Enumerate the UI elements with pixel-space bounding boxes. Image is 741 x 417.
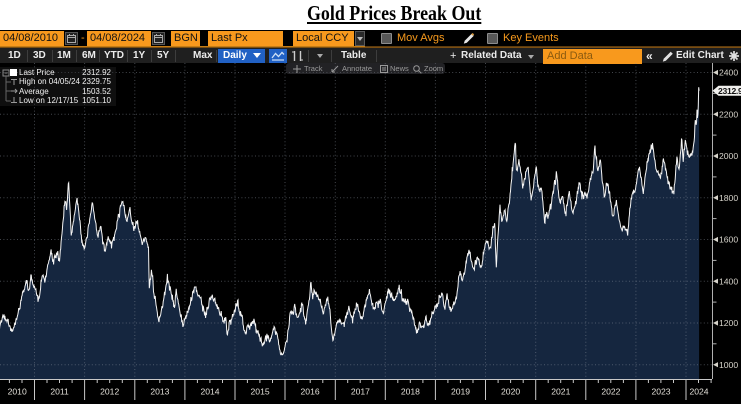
svg-text:1600: 1600 <box>719 235 738 245</box>
svg-text:2011: 2011 <box>50 387 69 397</box>
svg-text:2021: 2021 <box>551 387 570 397</box>
svg-text:2010: 2010 <box>8 387 27 397</box>
svg-text:1400: 1400 <box>719 276 738 286</box>
svg-text:2400: 2400 <box>719 68 738 78</box>
svg-text:2022: 2022 <box>601 387 620 397</box>
svg-text:2200: 2200 <box>719 109 738 119</box>
svg-text:2024: 2024 <box>689 387 708 397</box>
svg-text:2012: 2012 <box>100 387 119 397</box>
svg-text:1800: 1800 <box>719 193 738 203</box>
svg-text:2013: 2013 <box>150 387 169 397</box>
svg-text:2017: 2017 <box>351 387 370 397</box>
svg-text:2023: 2023 <box>651 387 670 397</box>
svg-text:2020: 2020 <box>501 387 520 397</box>
svg-text:2016: 2016 <box>301 387 320 397</box>
svg-text:2000: 2000 <box>719 151 738 161</box>
svg-text:2014: 2014 <box>200 387 219 397</box>
svg-text:1200: 1200 <box>719 318 738 328</box>
svg-text:2015: 2015 <box>251 387 270 397</box>
svg-text:2018: 2018 <box>401 387 420 397</box>
svg-text:1000: 1000 <box>719 360 738 370</box>
svg-text:2312.92: 2312.92 <box>718 86 741 96</box>
svg-text:2019: 2019 <box>451 387 470 397</box>
